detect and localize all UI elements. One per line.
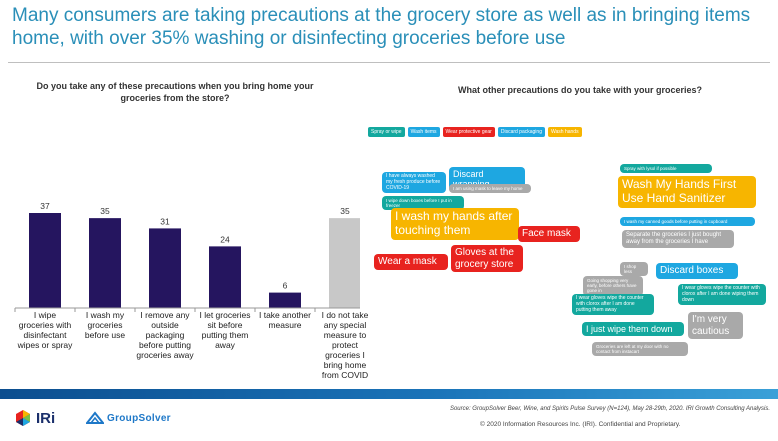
left-question: Do you take any of these precautions whe…	[36, 81, 314, 103]
x-tick-label-line: packaging	[145, 330, 185, 340]
x-tick-label: I wash my groceries before use	[75, 310, 135, 340]
word-cloud-bubble: Groceries are left at my door with no co…	[592, 342, 688, 357]
bar	[209, 246, 241, 308]
x-tick-label-line: I wipe	[33, 310, 57, 320]
word-cloud-bubble: Wash My Hands First Use Hand Sanitizer	[618, 176, 756, 208]
groupsolver-logo-text: GroupSolver	[107, 412, 171, 424]
data-label: 6	[283, 281, 288, 291]
word-cloud-bubble: Going shopping very early, before others…	[583, 276, 643, 296]
legend-item: Wash items	[407, 127, 440, 137]
x-tick-label-line: groceries I	[325, 350, 365, 360]
source-note: Source: GroupSolver Beer, Wine, and Spir…	[449, 406, 770, 412]
word-cloud-bubble: I wipe down boxes before I put in freeze…	[382, 196, 464, 211]
groupsolver-logo-icon	[86, 411, 104, 424]
x-tick-label-line: before putting	[139, 340, 191, 350]
x-tick-label: I wipe groceries with disinfectant wipes or…	[15, 310, 75, 350]
word-cloud-bubble: Face mask	[518, 226, 580, 242]
x-tick-label-line: measure	[268, 320, 302, 330]
x-tick-label-line: away	[215, 340, 235, 350]
data-label: 35	[340, 206, 350, 216]
x-tick-label-line: protect	[332, 340, 358, 350]
footer-band	[0, 389, 778, 399]
legend: Spray or wipe Wash items Wear protective g…	[368, 127, 582, 137]
word-cloud-bubble: Gloves at the grocery store	[451, 245, 523, 272]
x-tick-label-line: disinfectant	[23, 330, 67, 340]
iri-logo-icon	[16, 410, 30, 426]
x-tick-label-line: I let groceries	[199, 310, 251, 320]
x-tick-label-line: from COVID	[321, 370, 369, 380]
iri-logo: IRi	[14, 409, 55, 427]
x-tick-label: I take another measure	[255, 310, 315, 330]
word-cloud-bubble: I just wipe them down	[582, 322, 684, 337]
x-tick-label-line: groceries with	[18, 320, 72, 330]
word-cloud-bubble: I wear gloves wipe the counter with clor…	[572, 294, 654, 316]
data-label: 24	[220, 234, 230, 244]
x-tick-label-line: I wash my	[85, 310, 125, 320]
copyright: © 2020 Information Resources Inc. (IRI).…	[480, 421, 681, 428]
x-tick-label-line: any special	[323, 320, 367, 330]
bar	[29, 213, 61, 308]
x-tick-label-line: outside	[151, 320, 179, 330]
data-label: 37	[40, 201, 50, 211]
x-tick-label-line: I remove any	[140, 310, 190, 320]
bar-chart: 37 35 31 24 6 35	[14, 201, 360, 312]
x-tick-label-line: putting them	[201, 330, 249, 340]
word-cloud-bubble: I wear gloves wipe the counter with clor…	[678, 284, 766, 306]
word-cloud-bubble: Discard boxes	[656, 263, 738, 279]
x-tick-label-line: groceries away	[136, 350, 194, 360]
x-tick-label-line: before use	[84, 330, 126, 340]
word-cloud-bubble: I wash my hands after touching them	[391, 208, 519, 240]
bar	[89, 218, 121, 308]
word-cloud-bubble: Spray with lysol if possible	[620, 164, 712, 174]
data-label: 35	[100, 206, 110, 216]
x-tick-label: I remove any outside packaging before putti…	[135, 310, 195, 360]
legend-item: Spray or wipe	[368, 127, 405, 137]
legend-item: Wash hands	[547, 127, 582, 137]
x-tick-label-line: groceries	[87, 320, 123, 330]
x-tick-label-line: I do not take	[321, 310, 369, 320]
word-cloud-bubble: Separate the groceries I just bought awa…	[622, 230, 734, 248]
x-tick-label-line: wipes or spray	[17, 340, 73, 350]
headline: Many consumers are taking precautions at…	[12, 5, 751, 49]
data-label: 31	[160, 216, 170, 226]
groupsolver-logo: GroupSolver	[86, 411, 171, 425]
bar	[269, 292, 301, 308]
word-cloud-bubble: I shop less	[620, 262, 648, 277]
iri-logo-text: IRi	[36, 409, 56, 427]
word-cloud-bubble: I wash my canned goods before putting in…	[620, 217, 755, 227]
word-cloud-bubble: I'm very cautious	[688, 312, 743, 339]
divider	[8, 62, 770, 63]
word-cloud-bubble: I am using mask to leave my home	[449, 184, 531, 194]
x-tick-label-line: sit before	[207, 320, 243, 330]
bar	[149, 228, 181, 308]
legend-item: Discard packaging	[497, 127, 545, 137]
x-tick-label: I let groceries sit before putting them awa…	[195, 310, 255, 350]
word-cloud-bubble: I have always washed my fresh produce be…	[382, 172, 446, 194]
word-cloud-bubble: Wear a mask	[374, 254, 448, 270]
x-tick-label-line: bring home	[323, 360, 367, 370]
bar	[329, 218, 360, 308]
legend-item: Wear protective gear	[442, 127, 495, 137]
right-question: What other precautions do you take with …	[457, 85, 703, 95]
x-tick-label-line: I take another	[259, 310, 311, 320]
x-tick-label: I do not take any special measure to protec…	[315, 310, 375, 380]
x-tick-label-line: measure to	[323, 330, 367, 340]
